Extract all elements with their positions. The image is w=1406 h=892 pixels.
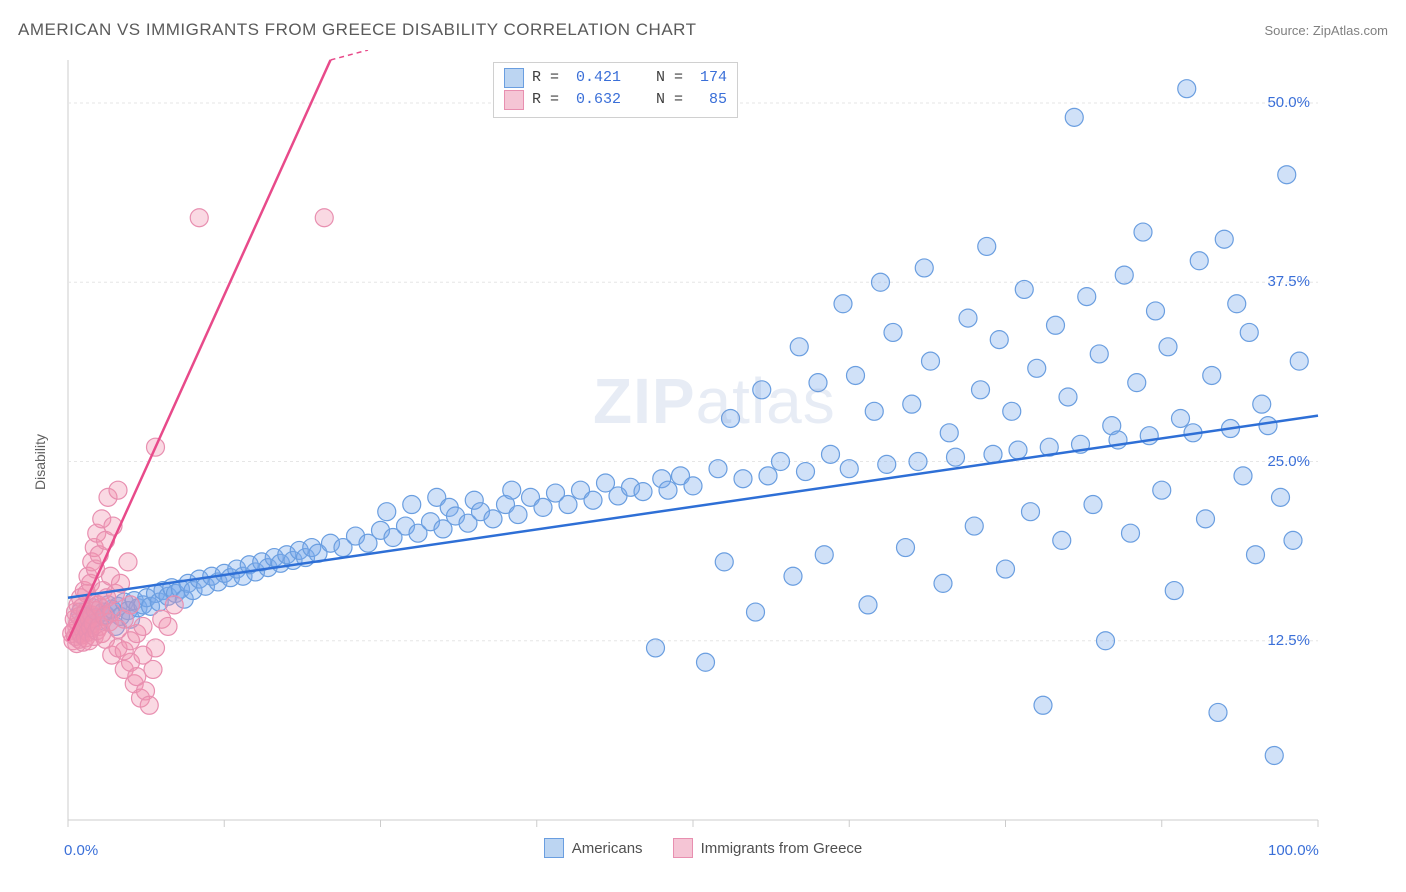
legend-label: Americans (572, 840, 643, 857)
legend-label: Immigrants from Greece (701, 840, 863, 857)
source-attribution: Source: ZipAtlas.com (1264, 23, 1388, 38)
series-swatch (504, 90, 524, 110)
legend-swatch (673, 838, 693, 858)
chart-title: AMERICAN VS IMMIGRANTS FROM GREECE DISAB… (18, 20, 697, 40)
y-tick-label: 50.0% (1267, 94, 1310, 111)
y-axis-label: Disability (32, 434, 48, 490)
y-tick-label: 25.0% (1267, 453, 1310, 470)
legend-item: Americans (544, 838, 643, 858)
stats-row: R = 0.632 N = 85 (504, 89, 727, 111)
series-swatch (504, 68, 524, 88)
correlation-stats-box: R = 0.421 N = 174R = 0.632 N = 85 (493, 62, 738, 118)
chart-container: Disability ZIPatlas R = 0.421 N = 174R =… (18, 50, 1388, 874)
y-tick-label: 37.5% (1267, 273, 1310, 290)
y-tick-label: 12.5% (1267, 632, 1310, 649)
legend-item: Immigrants from Greece (673, 838, 863, 858)
legend-swatch (544, 838, 564, 858)
scatter-chart (18, 50, 1388, 874)
stats-row: R = 0.421 N = 174 (504, 67, 727, 89)
chart-legend: Americans Immigrants from Greece (18, 838, 1388, 858)
